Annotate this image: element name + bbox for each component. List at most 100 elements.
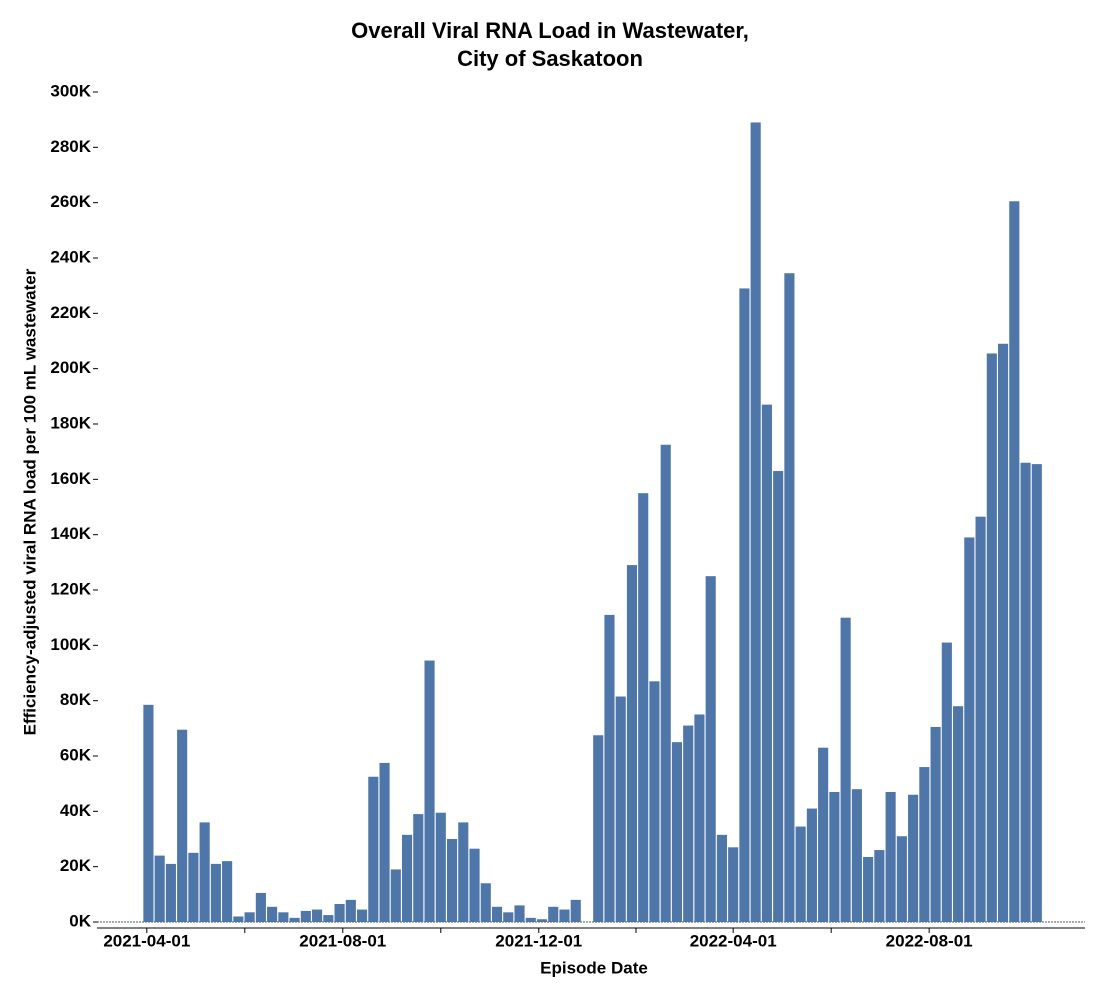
bar xyxy=(1020,462,1031,922)
bar xyxy=(908,794,919,922)
y-tick-label: 160K xyxy=(50,469,91,488)
bar xyxy=(953,706,964,922)
bar xyxy=(784,273,795,922)
y-tick-label: 140K xyxy=(50,524,91,543)
y-tick-label: 260K xyxy=(50,192,91,211)
bar xyxy=(177,729,188,922)
bar xyxy=(514,905,525,922)
bar xyxy=(683,725,694,922)
bar xyxy=(188,852,199,922)
bar xyxy=(210,863,221,922)
y-axis-label: Efficiency-adjusted viral RNA load per 1… xyxy=(20,268,39,735)
bar xyxy=(424,660,435,922)
x-tick-label: 2021-04-01 xyxy=(103,931,190,950)
bar xyxy=(818,747,829,922)
bar xyxy=(874,850,885,922)
bar xyxy=(930,726,941,922)
bar xyxy=(694,714,705,922)
bar xyxy=(278,912,289,922)
bar xyxy=(267,906,278,922)
bar xyxy=(885,791,896,922)
bar xyxy=(728,847,739,922)
bar xyxy=(233,916,244,922)
y-tick-label: 80K xyxy=(60,690,92,709)
y-tick-label: 240K xyxy=(50,247,91,266)
bar xyxy=(469,848,480,922)
y-tick-label: 200K xyxy=(50,358,91,377)
bar xyxy=(255,892,266,922)
bar xyxy=(323,915,334,922)
bar xyxy=(435,812,446,922)
bar xyxy=(671,742,683,922)
bar xyxy=(289,917,300,922)
bar xyxy=(829,791,840,922)
y-tick-label: 180K xyxy=(50,413,91,432)
bar xyxy=(975,516,986,922)
bar xyxy=(559,909,570,922)
bar xyxy=(761,404,772,923)
bar xyxy=(919,767,930,922)
bar xyxy=(312,909,323,922)
bar xyxy=(525,917,536,922)
bar xyxy=(660,444,671,922)
bar xyxy=(548,906,559,922)
y-tick-label: 100K xyxy=(50,635,91,654)
bar xyxy=(390,869,401,922)
bar xyxy=(345,899,356,922)
chart-title: Overall Viral RNA Load in Wastewater, Ci… xyxy=(351,18,749,71)
bar xyxy=(851,789,862,922)
bar xyxy=(154,855,165,922)
bar xyxy=(604,614,615,922)
bar xyxy=(379,762,390,922)
bar xyxy=(593,735,604,922)
y-tick-label: 0K xyxy=(69,911,91,930)
bar xyxy=(165,863,176,922)
bar xyxy=(536,919,548,922)
bar xyxy=(806,808,817,922)
bar xyxy=(638,493,649,922)
bar xyxy=(357,909,368,922)
x-tick-label: 2021-08-01 xyxy=(299,931,386,950)
bar xyxy=(413,814,424,922)
y-tick-label: 300K xyxy=(50,81,91,100)
bar xyxy=(739,288,750,922)
bar xyxy=(244,912,255,922)
bar xyxy=(941,642,952,922)
bar xyxy=(368,776,379,922)
bar xyxy=(626,565,638,922)
bar xyxy=(1031,464,1042,922)
y-tick-label: 20K xyxy=(60,856,92,875)
y-tick-label: 220K xyxy=(50,303,91,322)
bar xyxy=(401,834,413,922)
bar xyxy=(795,826,806,922)
x-tick-label: 2021-12-01 xyxy=(495,931,582,950)
bar xyxy=(716,834,727,922)
bar xyxy=(964,537,975,922)
bar xyxy=(840,617,851,922)
y-tick-label: 60K xyxy=(60,745,92,764)
x-tick-label: 2022-04-01 xyxy=(690,931,777,950)
y-tick-label: 280K xyxy=(50,137,91,156)
bar xyxy=(503,912,514,922)
bar xyxy=(446,839,458,922)
bar xyxy=(300,910,311,922)
bar xyxy=(458,822,469,922)
bar xyxy=(480,883,491,922)
bar xyxy=(222,861,233,922)
y-tick-label: 40K xyxy=(60,801,92,820)
bar xyxy=(705,576,716,922)
bar xyxy=(199,822,210,922)
bar xyxy=(334,904,345,922)
x-axis-label: Episode Date xyxy=(540,958,648,977)
bar xyxy=(773,471,784,922)
bar xyxy=(998,343,1009,922)
bar xyxy=(750,122,761,922)
x-tick-label: 2022-08-01 xyxy=(886,931,973,950)
bar xyxy=(986,353,997,922)
bar xyxy=(863,856,874,922)
bar xyxy=(615,696,626,922)
bar xyxy=(649,681,660,922)
bar xyxy=(1009,201,1020,923)
